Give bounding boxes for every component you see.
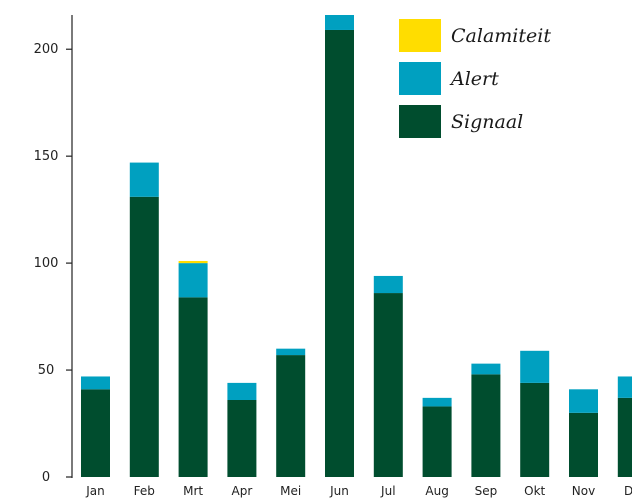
x-tick-label-feb: Feb	[134, 484, 155, 498]
bar-signaal-aug	[422, 406, 452, 477]
bar-signaal-feb	[129, 196, 159, 478]
legend-swatch-alert	[399, 62, 441, 95]
bar-alert-feb	[129, 162, 159, 197]
bar-signaal-apr	[227, 400, 257, 477]
y-tick-label-150: 150	[34, 149, 59, 164]
legend: Calamiteit Alert Signaal	[399, 19, 551, 138]
bar-signaal-okt	[520, 382, 550, 477]
bar-alert-okt	[520, 350, 550, 383]
y-tick-label-0: 0	[42, 470, 50, 485]
x-tick-label-jul: Jul	[380, 484, 395, 498]
x-tick-label-aug: Aug	[425, 484, 448, 498]
bar-alert-jan	[81, 376, 110, 390]
x-tick-label-de: De	[624, 484, 632, 498]
bar-alert-mrt	[178, 263, 208, 298]
bars-group	[81, 15, 632, 478]
legend-swatch-calamiteit	[399, 19, 441, 52]
bar-alert-mei	[276, 348, 306, 356]
bar-alert-de	[617, 376, 632, 398]
bar-signaal-jul	[373, 293, 403, 477]
bar-alert-jun	[325, 15, 354, 30]
y-axis-ticks: 0 50 100 150 200	[34, 42, 72, 485]
bar-calamiteit-mrt	[178, 260, 208, 264]
bar-signaal-sep	[471, 374, 501, 477]
y-tick-label-100: 100	[34, 256, 59, 271]
x-axis-labels: Jan Feb Mrt Apr Mei Jun Jul Aug Sep Okt Nov De	[85, 484, 632, 498]
x-tick-label-nov: Nov	[572, 484, 595, 498]
bar-signaal-de	[617, 397, 632, 477]
y-tick-label-50: 50	[38, 363, 55, 378]
bar-signaal-mrt	[178, 297, 208, 477]
bar-signaal-jan	[81, 389, 110, 477]
legend-label-signaal: Signaal	[451, 111, 523, 133]
x-tick-label-jun: Jun	[329, 484, 349, 498]
x-tick-label-jan: Jan	[85, 484, 105, 498]
legend-label-calamiteit: Calamiteit	[451, 25, 551, 47]
x-tick-label-sep: Sep	[475, 484, 498, 498]
x-tick-label-mrt: Mrt	[183, 484, 203, 498]
y-tick-label-200: 200	[34, 42, 59, 57]
bar-alert-apr	[227, 382, 257, 400]
bar-alert-jul	[373, 275, 403, 294]
legend-label-alert: Alert	[449, 68, 499, 90]
bar-alert-sep	[471, 363, 501, 375]
x-tick-label-mei: Mei	[280, 484, 301, 498]
bar-signaal-mei	[276, 355, 306, 477]
x-tick-label-apr: Apr	[232, 484, 253, 498]
legend-swatch-signaal	[399, 105, 441, 138]
bar-alert-aug	[422, 397, 452, 407]
bar-signaal-nov	[569, 412, 598, 477]
bar-signaal-jun	[325, 29, 354, 477]
bar-alert-nov	[569, 389, 598, 413]
x-tick-label-okt: Okt	[524, 484, 545, 498]
